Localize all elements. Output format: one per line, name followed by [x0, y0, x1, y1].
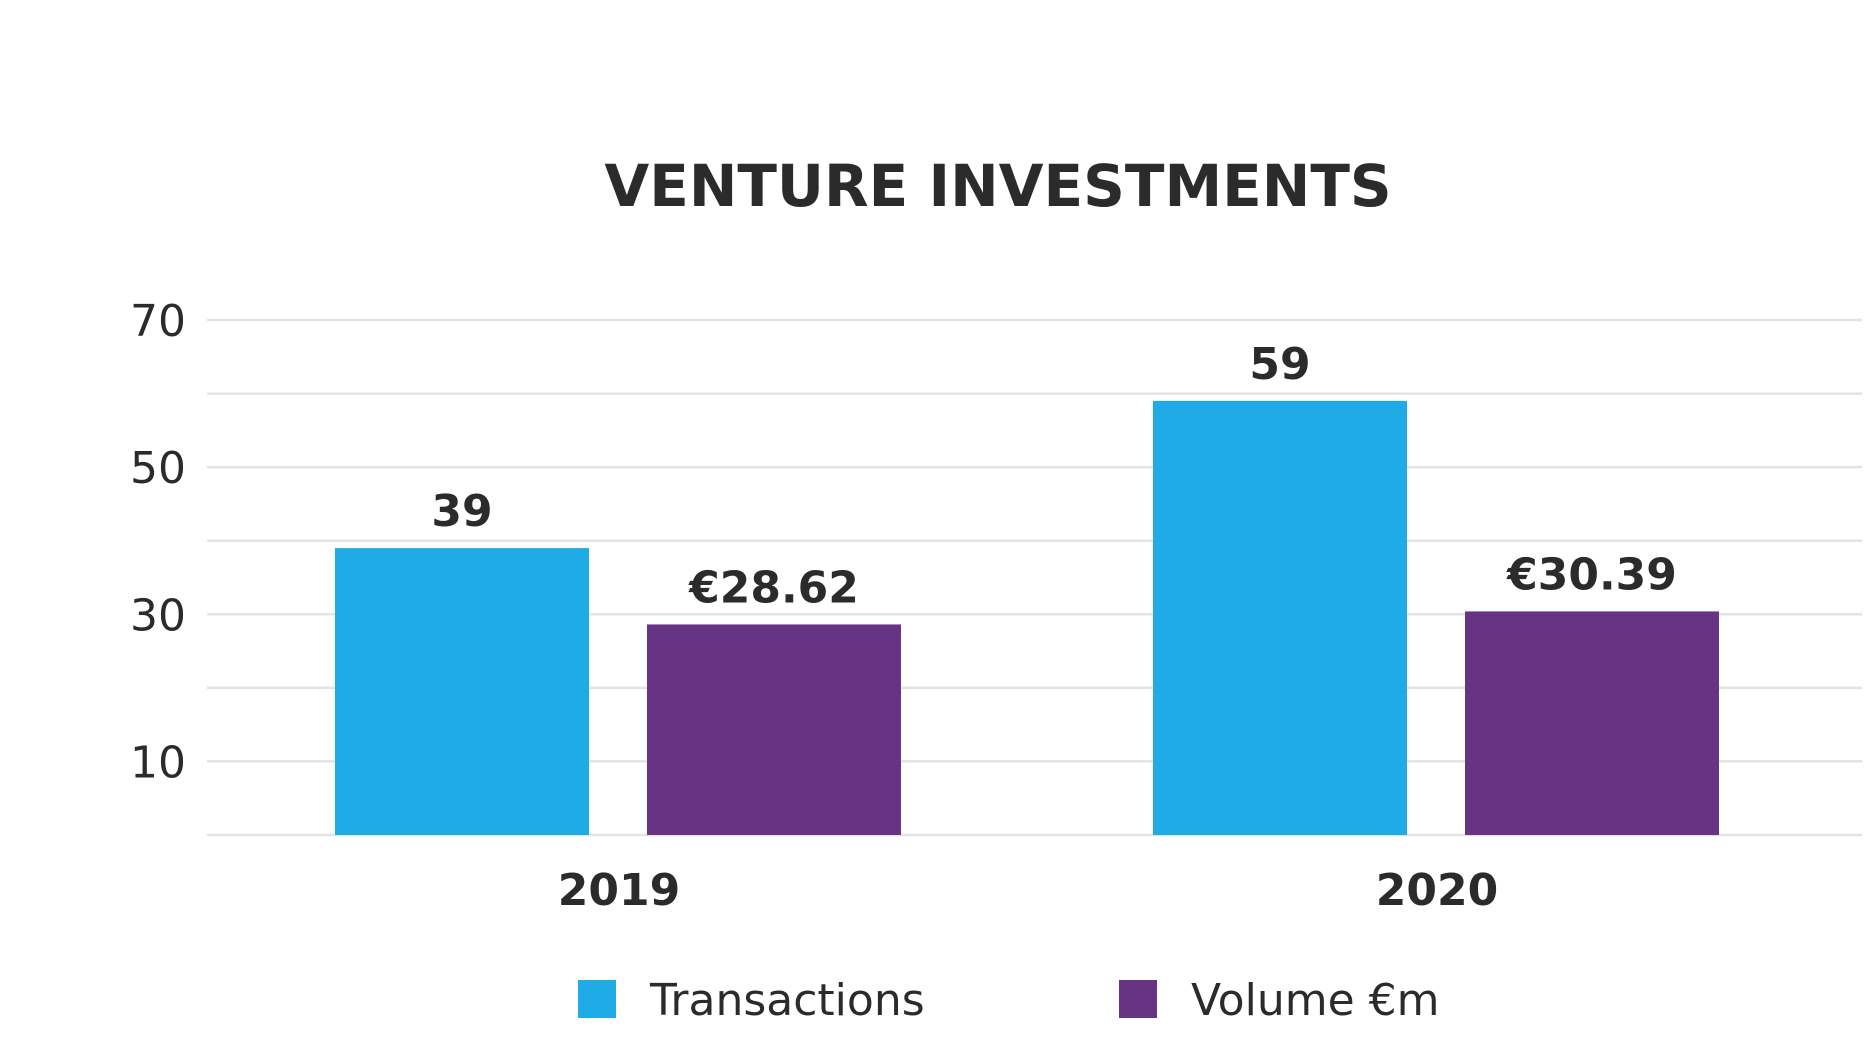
x-category-label: 2020	[1376, 865, 1498, 916]
data-label: €28.62	[688, 562, 859, 613]
y-axis-ticks: 10 30 50 70	[130, 296, 186, 788]
x-category-label: 2019	[558, 865, 680, 916]
legend-label: Volume €m	[1191, 975, 1440, 1026]
y-tick-label: 50	[130, 443, 186, 494]
bar	[1153, 400, 1407, 835]
legend-swatch	[1119, 980, 1157, 1018]
chart-title: VENTURE INVESTMENTS	[604, 152, 1391, 220]
data-label: 39	[431, 486, 492, 537]
legend: Transactions Volume €m	[578, 975, 1440, 1026]
data-label: €30.39	[1506, 549, 1677, 600]
y-tick-label: 10	[130, 737, 186, 788]
data-label: 59	[1249, 339, 1310, 390]
bar	[647, 624, 901, 835]
x-axis-categories: 2019 2020	[558, 865, 1498, 916]
bar	[335, 548, 589, 835]
legend-label: Transactions	[649, 975, 925, 1026]
bar	[1465, 611, 1719, 835]
y-tick-label: 70	[130, 296, 186, 347]
bars	[335, 400, 1719, 835]
y-tick-label: 30	[130, 590, 186, 641]
data-labels: 39 59 €28.62 €30.39	[431, 339, 1677, 614]
legend-swatch	[578, 980, 616, 1018]
